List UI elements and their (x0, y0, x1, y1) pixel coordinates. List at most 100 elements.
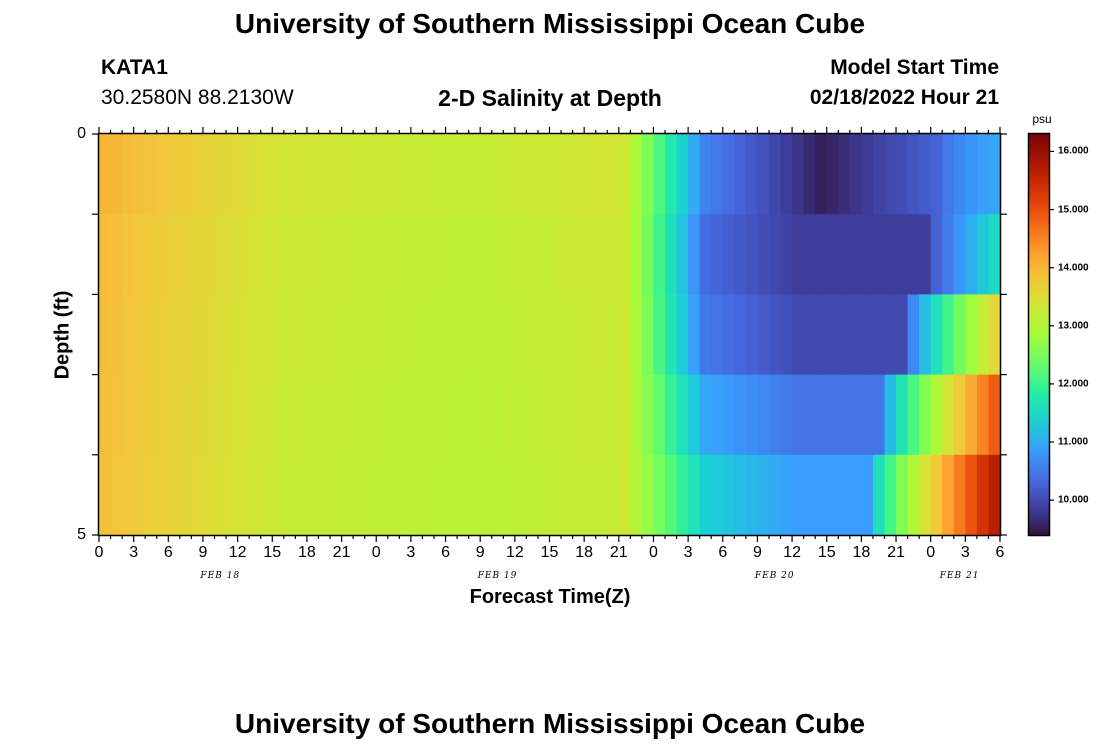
heatmap-cell (457, 374, 470, 456)
heatmap-cell (318, 374, 331, 456)
heatmap-cell (202, 214, 216, 295)
heatmap-cell (202, 374, 216, 456)
heatmap-cell (202, 454, 216, 536)
heatmap-cell (815, 454, 828, 536)
heatmap-cell (907, 214, 920, 295)
heatmap-cell (561, 454, 574, 536)
heatmap-cell (688, 454, 701, 536)
heatmap-cell (722, 134, 735, 215)
heatmap-cell (330, 214, 343, 295)
heatmap-cell (653, 374, 666, 456)
heatmap-cell (306, 134, 320, 215)
heatmap-cell (572, 214, 585, 295)
heatmap-cell (514, 294, 527, 376)
heatmap-cell (584, 214, 597, 295)
axis-ticks (92, 127, 1007, 542)
heatmap-cell (457, 294, 470, 376)
heatmap-cell (896, 454, 909, 536)
heatmap-cell (410, 134, 424, 215)
heatmap-cell (422, 454, 435, 536)
colorbar-label: 15.000 (1058, 204, 1089, 216)
heatmap-cell (641, 294, 655, 376)
heatmap-cell (237, 214, 250, 295)
heatmap-cell (272, 294, 285, 376)
heatmap-cell (872, 134, 886, 215)
heatmap-cell (99, 454, 112, 536)
model-start-label: Model Start Time (830, 56, 999, 79)
heatmap-cell (457, 214, 470, 295)
heatmap-cell (826, 454, 839, 536)
heatmap-cell (122, 454, 135, 536)
station-id: KATA1 (101, 56, 168, 79)
heatmap-cell (630, 134, 643, 215)
heatmap-cell (884, 134, 897, 215)
heatmap-cell (237, 454, 250, 536)
heatmap-cell (930, 214, 943, 295)
x-tick-label: 3 (406, 544, 416, 561)
x-tick-label: 12 (783, 544, 801, 561)
x-tick-label: 21 (332, 544, 351, 561)
heatmap-cell (283, 134, 296, 215)
heatmap-cell (699, 374, 712, 456)
heatmap-cell (249, 454, 262, 536)
heatmap-cell (260, 294, 273, 376)
day-label: FEB 21 (939, 571, 980, 581)
heatmap-cell (953, 214, 966, 295)
heatmap-cell (491, 214, 504, 295)
heatmap-cell (445, 214, 458, 295)
heatmap-cell (214, 294, 227, 376)
heatmap-cell (792, 214, 805, 295)
heatmap-cell (330, 134, 343, 215)
heatmap-cell (872, 454, 886, 536)
heatmap-cell (641, 454, 655, 536)
heatmap-cell (237, 374, 250, 456)
heatmap-cell (768, 134, 782, 215)
heatmap-cell (353, 134, 366, 215)
heatmap-cell (445, 134, 458, 215)
heatmap-cell (503, 134, 516, 215)
heatmap-cell (341, 214, 354, 295)
heatmap-cell (410, 454, 424, 536)
heatmap-cell (549, 134, 562, 215)
heatmap-cell (318, 214, 331, 295)
x-tick-label: 9 (475, 544, 485, 561)
heatmap-cell (757, 134, 770, 215)
heatmap-cell (191, 134, 204, 215)
heatmap-cell (191, 214, 204, 295)
heatmap-cell (226, 374, 239, 456)
heatmap-cell (226, 294, 239, 376)
heatmap-cell (156, 374, 169, 456)
heatmap-cell (480, 294, 493, 376)
heatmap-cell (122, 214, 135, 295)
heatmap-cell (503, 214, 516, 295)
x-tick-label: 0 (649, 544, 658, 561)
heatmap-cell (364, 374, 377, 456)
heatmap-cell (976, 214, 990, 295)
heatmap-cell (618, 374, 631, 456)
heatmap-cell (849, 454, 862, 536)
heatmap-cell (965, 214, 978, 295)
heatmap-cell (768, 294, 782, 376)
heatmap-cell (156, 294, 169, 376)
heatmap-cell (896, 214, 909, 295)
heatmap-cell (156, 134, 169, 215)
heatmap-cell (549, 454, 562, 536)
heatmap-cell (514, 374, 527, 456)
heatmap-cell (399, 454, 412, 536)
heatmap-cell (237, 134, 250, 215)
heatmap-cell (133, 294, 146, 376)
heatmap-cell (826, 214, 839, 295)
depth-tick-label-top: 0 (77, 125, 86, 142)
x-tick-label: 0 (926, 544, 936, 561)
x-axis-label: Forecast Time(Z) (469, 586, 631, 608)
heatmap-cell (145, 214, 158, 295)
heatmap-cell (191, 294, 204, 376)
heatmap-cell (214, 374, 227, 456)
heatmap-cell (930, 454, 943, 536)
colorbar-label: 14.000 (1058, 262, 1089, 274)
heatmap-cell (514, 214, 527, 295)
heatmap-cell (295, 134, 308, 215)
heatmap-cell (630, 214, 643, 295)
heatmap-cell (838, 214, 851, 295)
heatmap-cell (953, 374, 966, 456)
